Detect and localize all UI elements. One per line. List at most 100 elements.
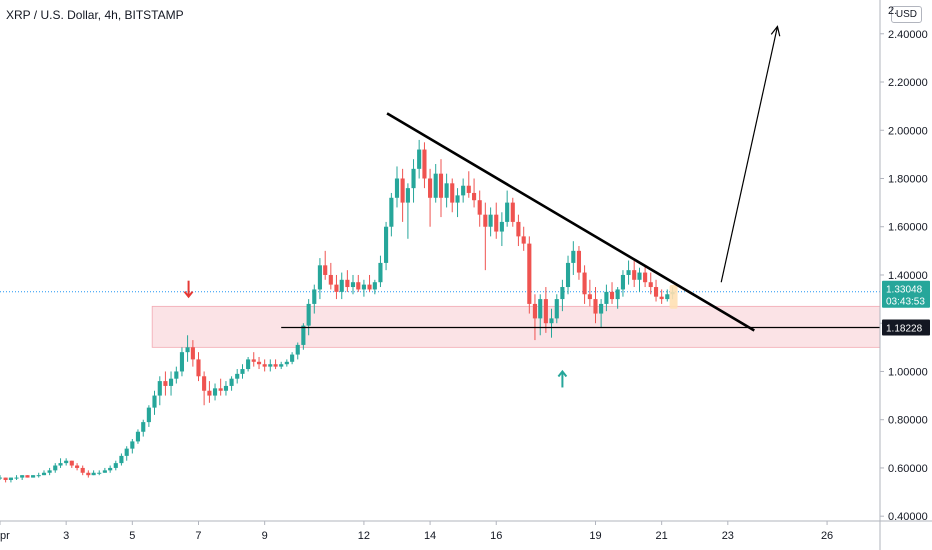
candle-body (632, 270, 637, 280)
x-tick-label: 23 (722, 530, 734, 542)
x-tick-label: 7 (195, 530, 201, 542)
candle-down (400, 168, 405, 222)
candle-body (637, 272, 642, 280)
candle-up (455, 188, 460, 218)
candle-up (615, 287, 620, 309)
candle-body (411, 168, 416, 189)
candle-body (433, 173, 438, 198)
current-price-text: 1.33048 (886, 285, 923, 296)
candle-down (521, 226, 526, 251)
candle-body (499, 221, 504, 232)
candle-down (438, 159, 444, 218)
candle-up (394, 166, 400, 208)
candle-up (97, 470, 102, 476)
candle-up (102, 467, 107, 473)
y-tick-label: 2.20000 (888, 77, 928, 89)
candle-up (8, 477, 13, 483)
candle-up (130, 438, 135, 454)
candle-up (279, 361, 284, 370)
candle-down (483, 202, 488, 271)
candle-down (428, 168, 433, 227)
candle-body (152, 395, 157, 408)
candle-down (653, 279, 659, 302)
candle-body (273, 364, 278, 367)
candle-body (334, 284, 339, 292)
candle-body (53, 465, 58, 471)
candle-body (196, 359, 201, 377)
candle-up (505, 190, 510, 227)
support-zone (151, 305, 881, 348)
candle-body (488, 214, 493, 227)
candle-up (384, 221, 389, 271)
candle-body (141, 422, 146, 432)
candle-down (196, 352, 201, 382)
candle-up (124, 446, 129, 461)
candle-body (47, 470, 52, 473)
candle-body (505, 202, 510, 222)
candle-up (179, 347, 185, 377)
projection-arrow (720, 26, 779, 283)
candle-down (477, 190, 482, 227)
candle-body (599, 303, 604, 314)
candle-body (229, 378, 234, 386)
candle-down (86, 470, 91, 478)
y-tick-label: 2.00000 (888, 125, 928, 137)
candle-down (632, 260, 637, 288)
candle-body (438, 173, 444, 198)
candle-body (394, 178, 400, 198)
candle-up (47, 467, 52, 476)
candle-up (58, 458, 63, 468)
candle-body (113, 463, 118, 468)
candle-body (659, 296, 664, 300)
candle-down (3, 477, 8, 483)
candle-down (69, 460, 74, 468)
candle-body (527, 243, 532, 304)
candle-up (14, 475, 19, 480)
candle-body (549, 318, 554, 324)
candle-up (0, 475, 3, 480)
descending-trendline (386, 112, 755, 332)
candle-body (543, 299, 548, 324)
x-tick-label: 12 (358, 530, 370, 542)
candle-body (367, 284, 372, 290)
candle-up (146, 405, 151, 427)
candle-down (527, 236, 532, 314)
candle-up (64, 458, 69, 466)
candle-body (405, 188, 410, 203)
candle-body (268, 364, 273, 367)
candle-body (190, 347, 195, 360)
candle-body (14, 477, 19, 479)
candle-up (538, 294, 543, 336)
candle-body (483, 214, 488, 227)
candle-down (532, 294, 538, 341)
candle-down (648, 272, 653, 295)
candle-down (251, 352, 256, 367)
candle-body (455, 195, 460, 203)
candle-up (53, 463, 58, 473)
candle-body (8, 477, 13, 480)
candle-up (268, 359, 273, 372)
candle-up (223, 381, 229, 396)
candle-body (516, 221, 521, 237)
currency-button[interactable]: USD (890, 6, 922, 23)
candle-down (163, 371, 168, 396)
candle-up (41, 470, 47, 476)
candle-body (135, 431, 141, 442)
y-tick-label: 0.80000 (888, 415, 928, 427)
candle-up (240, 364, 245, 379)
candle-down (587, 279, 592, 307)
x-tick-label: 3 (63, 530, 69, 542)
candle-up (185, 335, 190, 362)
candle-up (499, 212, 504, 247)
y-tick-label: 2.40000 (888, 29, 928, 41)
candle-up (174, 366, 179, 384)
x-tick-label: pr (0, 530, 10, 542)
candle-up (571, 241, 576, 275)
candle-down (422, 142, 427, 189)
candle-body (212, 388, 218, 396)
candle-up (554, 294, 559, 324)
candle-up (488, 207, 493, 237)
candle-up (339, 272, 344, 300)
candle-body (130, 441, 135, 449)
